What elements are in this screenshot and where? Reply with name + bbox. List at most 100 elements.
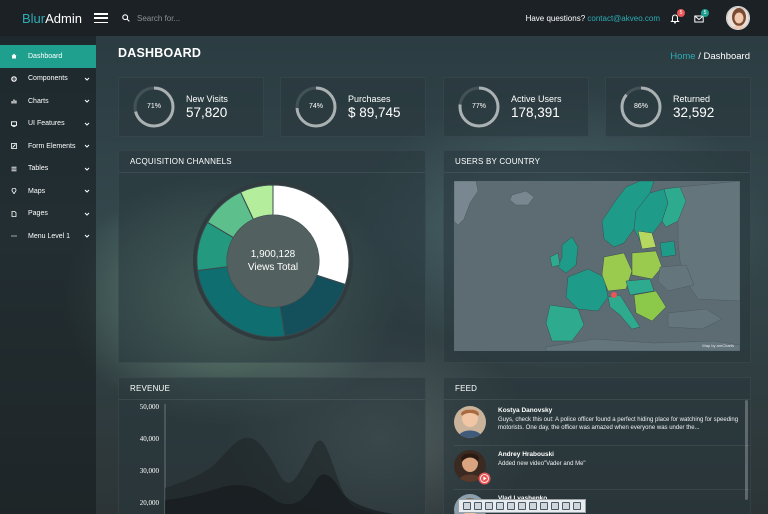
stat-label: Active Users: [511, 94, 562, 104]
toolbar-button[interactable]: [463, 502, 471, 510]
notifications-button[interactable]: 5: [670, 9, 685, 24]
toolbar-button[interactable]: [485, 502, 493, 510]
sidebar-item-ui-features[interactable]: UI Features: [0, 113, 96, 136]
sidebar-item-menu-level-1[interactable]: Menu Level 1: [0, 225, 96, 248]
stat-card-returned: 86% Returned 32,592: [605, 77, 751, 137]
feed-author: Vlad Lyashenko: [498, 495, 547, 502]
stat-value: 32,592: [673, 105, 715, 120]
toolbar-button[interactable]: [551, 502, 559, 510]
home-icon: [9, 53, 19, 59]
menu-toggle-icon[interactable]: [94, 13, 108, 23]
questions-text: Have questions? contact@akveo.com: [526, 14, 660, 23]
chevron-down-icon: [84, 234, 90, 238]
sidebar: Dashboard Components Charts UI Features …: [0, 36, 96, 514]
toolbar-button[interactable]: [518, 502, 526, 510]
chevron-down-icon: [84, 77, 90, 81]
feed-item[interactable]: Kostya Danovsky Guys, check this out: A …: [454, 402, 750, 446]
feed-text: Guys, check this out: A police officer f…: [498, 417, 739, 431]
sidebar-item-charts[interactable]: Charts: [0, 90, 96, 113]
panel-title: USERS BY COUNTRY: [444, 151, 750, 173]
messages-badge: 5: [701, 9, 709, 17]
breadcrumb: Home / Dashboard: [670, 51, 750, 62]
chevron-down-icon: [84, 189, 90, 193]
sidebar-item-components[interactable]: Components: [0, 68, 96, 91]
toolbar-button[interactable]: [474, 502, 482, 510]
y-axis-tick: 50,000: [139, 403, 159, 411]
edit-icon: [9, 143, 19, 150]
search-icon: [122, 14, 130, 22]
stat-percent: 77%: [471, 103, 486, 110]
avatar: [454, 406, 486, 438]
toolbar-button[interactable]: [529, 502, 537, 510]
feed-author: Andrey Hrabouski: [498, 451, 554, 458]
toolbar-button[interactable]: [496, 502, 504, 510]
questions-label: Have questions?: [525, 13, 586, 23]
mail-icon: [694, 15, 704, 23]
sidebar-item-dashboard[interactable]: Dashboard: [0, 45, 96, 68]
stat-percent: 71%: [146, 103, 161, 110]
brand-logo[interactable]: BlurAdmin: [0, 11, 96, 26]
stat-percent: 74%: [308, 103, 323, 110]
notifications-badge: 5: [677, 9, 685, 17]
progress-ring: 77%: [456, 84, 502, 130]
toolbar-button[interactable]: [573, 502, 581, 510]
donut-center-fill: [227, 215, 319, 307]
sidebar-item-form-elements[interactable]: Form Elements: [0, 135, 96, 158]
chevron-down-icon: [84, 122, 90, 126]
play-video-icon[interactable]: [478, 472, 491, 485]
sidebar-item-label: Menu Level 1: [28, 232, 71, 240]
stat-percent: 86%: [633, 103, 648, 110]
search-box: [122, 13, 257, 23]
sidebar-item-label: Maps: [28, 187, 46, 195]
y-axis-tick: 40,000: [139, 435, 159, 443]
progress-ring: 71%: [131, 84, 177, 130]
sidebar-item-pages[interactable]: Pages: [0, 203, 96, 226]
y-axis-tick: 30,000: [139, 467, 159, 475]
panel-title: FEED: [444, 378, 750, 400]
bar-chart-icon: [9, 98, 19, 104]
ring-progress: [133, 86, 175, 128]
stat-value: $ 89,745: [348, 105, 401, 120]
ring-progress: [458, 86, 500, 128]
stat-value: 178,391: [511, 105, 560, 120]
brand-part2: Admin: [45, 10, 82, 26]
toolbar-button[interactable]: [540, 502, 548, 510]
floating-toolbar: [458, 499, 586, 513]
panel-title: REVENUE: [119, 378, 425, 400]
chevron-down-icon: [84, 212, 90, 216]
feed-item[interactable]: Andrey Hrabouski Added new video"Vader a…: [454, 446, 750, 490]
sidebar-item-label: Dashboard: [28, 52, 63, 60]
stat-card-active-users: 77% Active Users 178,391: [443, 77, 589, 137]
feed-scrollbar[interactable]: [745, 400, 748, 500]
breadcrumb-current: Dashboard: [703, 51, 750, 62]
stat-label: New Visits: [186, 94, 228, 104]
sidebar-item-maps[interactable]: Maps: [0, 180, 96, 203]
donut-chart: 1,900,128 Views Total: [193, 181, 353, 341]
monitor-icon: [9, 121, 19, 127]
donut-total-value: 1,900,128: [250, 249, 296, 260]
europe-map[interactable]: Map by amCharts: [454, 181, 740, 351]
page-title: DASHBOARD: [118, 46, 202, 60]
toolbar-button[interactable]: [507, 502, 515, 510]
map-pin-icon: [9, 188, 19, 195]
contact-email-link[interactable]: contact@akveo.com: [587, 13, 660, 23]
user-avatar[interactable]: [726, 6, 750, 30]
sidebar-item-label: Components: [28, 75, 68, 83]
progress-ring: 86%: [618, 84, 664, 130]
map-credit: Map by amCharts: [702, 343, 734, 348]
toolbar-button[interactable]: [562, 502, 570, 510]
top-right: Have questions? contact@akveo.com 5 5: [526, 0, 750, 36]
top-bar: BlurAdmin Have questions? contact@akveo.…: [0, 0, 768, 36]
sidebar-item-tables[interactable]: Tables: [0, 158, 96, 181]
sidebar-item-label: Charts: [28, 97, 49, 105]
revenue-area-chart: [164, 404, 394, 514]
chevron-down-icon: [84, 99, 90, 103]
search-input[interactable]: [137, 13, 257, 23]
panel-title: ACQUISITION CHANNELS: [119, 151, 425, 173]
messages-button[interactable]: 5: [694, 9, 709, 24]
stat-card-purchases: 74% Purchases $ 89,745: [280, 77, 426, 137]
stat-card-new-visits: 71% New Visits 57,820: [118, 77, 264, 137]
breadcrumb-home-link[interactable]: Home: [670, 51, 696, 62]
users-by-country-panel: USERS BY COUNTRY: [443, 150, 751, 363]
chevron-down-icon: [84, 167, 90, 171]
